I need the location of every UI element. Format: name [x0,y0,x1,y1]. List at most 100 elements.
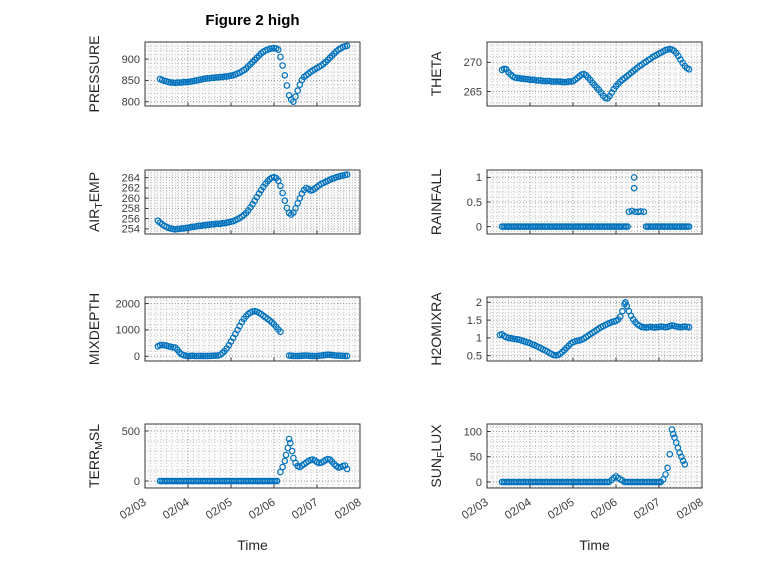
chart-pressure: 800 850 900 PRESSURE [86,35,361,113]
subplot-sun-flux: 0 50 100 SUNFLUX 02/03 02/04 02/05 02/06 02/07 02… [415,416,714,583]
subplot-rainfall: 0 0.5 1 RAINFALL [415,162,714,249]
data-points [498,45,693,102]
tick-marks [144,177,361,234]
svg-text:02/05: 02/05 [546,496,577,522]
data-points [156,435,351,485]
x-axis-label: Time [237,537,268,553]
tick-marks [144,430,361,488]
y-tick-labels: 265 270 [464,57,482,98]
svg-text:260: 260 [122,193,140,205]
y-tick-labels: 0 1000 2000 [116,298,140,363]
svg-text:02/08: 02/08 [333,496,364,522]
svg-text:0.5: 0.5 [467,350,482,362]
svg-text:254: 254 [122,224,140,236]
y-tick-labels: 00.51 [467,172,482,233]
svg-text:02/07: 02/07 [632,496,663,522]
chart-h2omixra: 0.5 1 1.5 2 H2OMIXRA [428,292,703,366]
svg-text:0: 0 [134,476,140,488]
svg-text:1000: 1000 [116,325,140,337]
svg-text:0: 0 [134,351,140,363]
svg-text:02/03: 02/03 [460,496,491,522]
x-tick-labels: 02/03 02/04 02/05 02/06 02/07 02/08 [460,496,706,522]
svg-text:02/05: 02/05 [204,496,235,522]
subplot-terr-msl: 0 500 TERRMSL 02/03 02/04 02/05 02/06 02/07 02/0… [73,416,372,583]
y-axis-label: PRESSURE [86,35,102,112]
y-tick-labels: 0.5 1 1.5 2 [467,297,482,362]
svg-text:900: 900 [122,54,140,66]
svg-text:500: 500 [122,426,140,438]
data-points [498,426,689,486]
y-axis-label: SUNFLUX [428,424,447,488]
figure-title: Figure 2 high [205,12,300,29]
y-tick-labels: 800 850 900 [122,54,140,109]
y-tick-labels: 0 500 [122,426,140,488]
svg-text:1: 1 [476,333,482,345]
tick-marks [486,176,703,234]
subplot-theta: 265 270 THETA [415,34,714,121]
axes-box [486,41,703,107]
svg-text:2: 2 [476,297,482,309]
data-points [156,42,351,106]
axes-box [144,296,361,362]
tick-marks [486,301,703,361]
y-axis-label: MIXDEPTH [86,293,102,365]
data-points [154,171,351,233]
axes-box [486,296,703,362]
y-axis-label: AIRTEMP [86,172,105,232]
svg-text:0: 0 [476,221,482,233]
subplot-air-temp: 254 256 258 260 262 264 AIRTEMP [73,162,372,249]
svg-text:0: 0 [476,477,482,489]
axes-box [144,41,361,107]
svg-text:0.5: 0.5 [467,197,482,209]
subplot-mixdepth: 0 1000 2000 MIXDEPTH [73,289,372,376]
svg-text:256: 256 [122,213,140,225]
svg-text:02/03: 02/03 [118,496,149,522]
svg-text:264: 264 [122,172,140,184]
chart-theta: 265 270 THETA [428,41,703,107]
x-tick-labels: 02/03 02/04 02/05 02/06 02/07 02/08 [118,496,364,522]
svg-text:02/04: 02/04 [161,496,192,522]
axes-box [144,169,361,235]
svg-text:1: 1 [476,172,482,184]
svg-text:50: 50 [470,452,482,464]
tick-marks [144,58,361,106]
svg-text:270: 270 [464,57,482,69]
svg-text:1.5: 1.5 [467,315,482,327]
y-axis-label: RAINFALL [428,169,444,235]
svg-text:262: 262 [122,183,140,195]
tick-marks [486,431,703,488]
subplot-h2omixra: 0.5 1 1.5 2 H2OMIXRA [415,289,714,376]
axes-box [486,423,703,489]
subplot-pressure: 800 850 900 PRESSURE [73,34,372,121]
plot-area [145,42,360,106]
data-points [498,174,693,230]
svg-text:02/07: 02/07 [290,496,321,522]
chart-mixdepth: 0 1000 2000 MIXDEPTH [86,293,361,365]
svg-text:2000: 2000 [116,298,140,310]
data-points [496,299,693,359]
x-axis-label: Time [579,537,610,553]
svg-text:02/08: 02/08 [675,496,706,522]
svg-text:258: 258 [122,203,140,215]
tick-marks [486,61,703,106]
svg-text:850: 850 [122,75,140,87]
axes-box [144,423,361,489]
tick-marks [144,303,361,361]
plot-area [145,424,360,488]
svg-text:100: 100 [464,426,482,438]
y-axis-label: TERRMSL [86,424,105,488]
y-tick-labels: 0 50 100 [464,426,482,488]
svg-text:265: 265 [464,86,482,98]
svg-text:02/06: 02/06 [247,496,278,522]
svg-text:02/04: 02/04 [503,496,534,522]
y-axis-label: H2OMIXRA [428,292,444,366]
y-axis-label: THETA [428,51,444,97]
svg-text:02/06: 02/06 [589,496,620,522]
svg-text:800: 800 [122,97,140,109]
